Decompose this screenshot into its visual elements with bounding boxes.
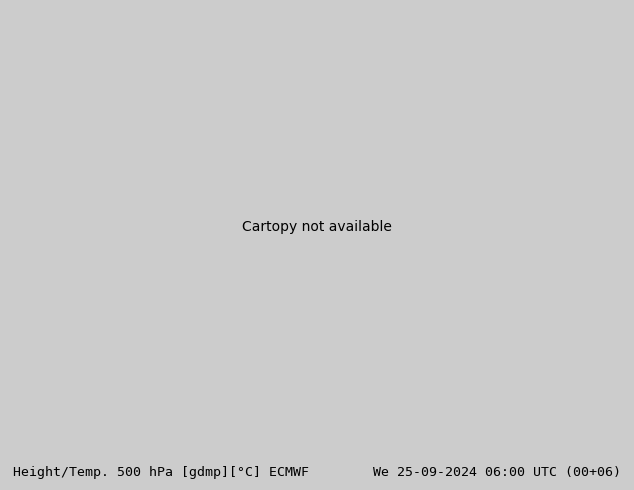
Text: We 25-09-2024 06:00 UTC (00+06): We 25-09-2024 06:00 UTC (00+06) [373,466,621,479]
Text: Cartopy not available: Cartopy not available [242,220,392,234]
Text: Height/Temp. 500 hPa [gdmp][°C] ECMWF: Height/Temp. 500 hPa [gdmp][°C] ECMWF [13,466,309,479]
